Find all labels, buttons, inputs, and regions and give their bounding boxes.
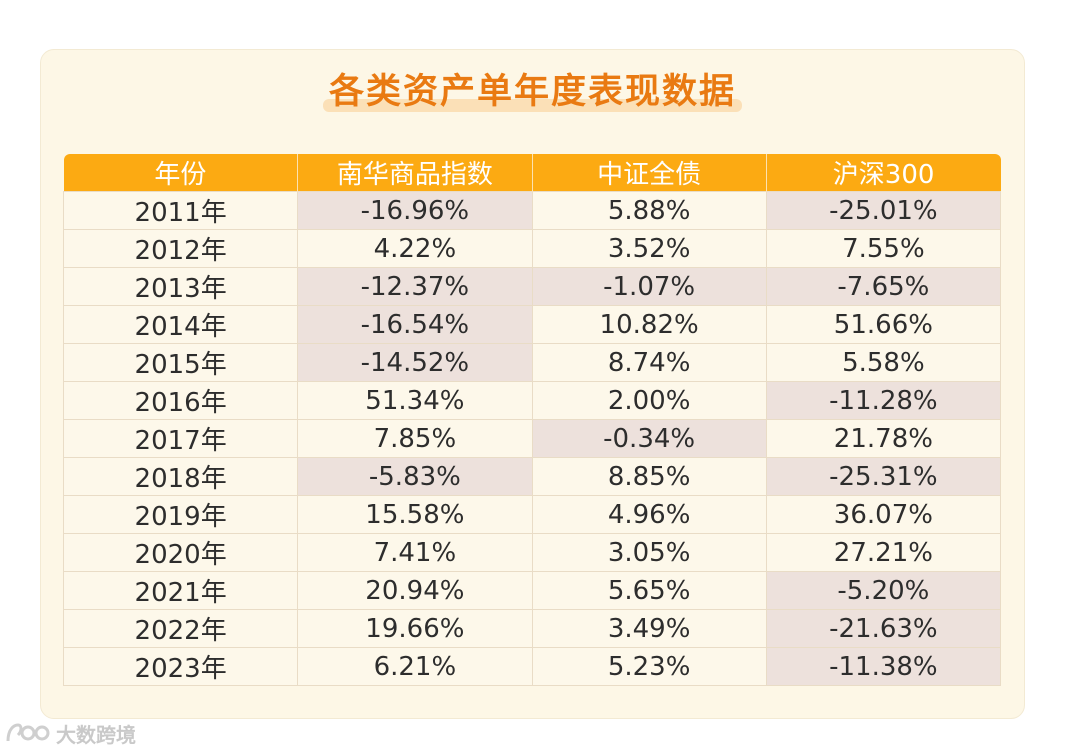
return-cell: 7.41% (297, 533, 533, 572)
table-header-row: 年份 南华商品指数 中证全债 沪深300 (63, 154, 1001, 192)
page-title-text: 各类资产单年度表现数据 (328, 72, 736, 112)
return-cell: 5.58% (765, 343, 1002, 382)
year-cell: 2019年 (62, 495, 299, 534)
year-cell: 2022年 (62, 609, 299, 648)
return-cell: 19.66% (297, 609, 533, 648)
return-cell: 5.23% (531, 647, 767, 686)
year-cell: 2020年 (62, 533, 299, 572)
title-wrap: 各类资产单年度表现数据 (41, 70, 1024, 114)
table-row: 2012年 4.22% 3.52% 7.55% (62, 229, 1002, 268)
return-cell: 20.94% (297, 571, 533, 610)
return-cell: 7.55% (765, 229, 1002, 268)
watermark-logo-icon (6, 723, 50, 742)
watermark-text: 大数跨境 (56, 722, 136, 747)
year-cell: 2012年 (62, 229, 299, 268)
return-cell: 5.65% (531, 571, 767, 610)
return-cell: 8.74% (531, 343, 767, 382)
return-cell: -11.28% (765, 381, 1002, 420)
year-cell: 2016年 (62, 381, 299, 420)
return-cell: -5.20% (765, 571, 1002, 610)
return-cell: -16.96% (297, 191, 533, 230)
table-row: 2018年 -5.83% 8.85% -25.31% (62, 457, 1002, 496)
header-nanhua-commodity: 南华商品指数 (297, 154, 532, 192)
page-title: 各类资产单年度表现数据 (322, 70, 742, 114)
table-row: 2021年 20.94% 5.65% -5.20% (62, 571, 1002, 610)
return-cell: 7.85% (297, 419, 533, 458)
return-cell: 4.22% (297, 229, 533, 268)
return-cell: -12.37% (297, 267, 533, 306)
return-cell: 3.52% (531, 229, 767, 268)
header-csi-bond: 中证全债 (531, 154, 767, 192)
return-cell: -25.01% (765, 191, 1002, 230)
return-cell: -5.83% (297, 457, 533, 496)
return-cell: -11.38% (765, 647, 1002, 686)
table-row: 2022年 19.66% 3.49% -21.63% (62, 609, 1002, 648)
return-cell: 51.66% (765, 305, 1002, 344)
return-cell: 10.82% (531, 305, 767, 344)
return-cell: -25.31% (765, 457, 1002, 496)
table-row: 2017年 7.85% -0.34% 21.78% (62, 419, 1002, 458)
data-card: 各类资产单年度表现数据 年份 南华商品指数 中证全债 沪深300 2011年 -1… (40, 49, 1025, 719)
table-row: 2016年 51.34% 2.00% -11.28% (62, 381, 1002, 420)
title-highlight (322, 99, 742, 112)
table-row: 2015年 -14.52% 8.74% 5.58% (62, 343, 1002, 382)
header-csi300: 沪深300 (765, 154, 1001, 192)
return-cell: 36.07% (765, 495, 1002, 534)
return-cell: 21.78% (765, 419, 1002, 458)
table-row: 2023年 6.21% 5.23% -11.38% (62, 647, 1002, 686)
table-row: 2019年 15.58% 4.96% 36.07% (62, 495, 1002, 534)
return-cell: -1.07% (531, 267, 767, 306)
returns-table: 年份 南华商品指数 中证全债 沪深300 2011年 -16.96% 5.88% -2… (62, 154, 1002, 686)
year-cell: 2021年 (62, 571, 299, 610)
return-cell: 6.21% (297, 647, 533, 686)
year-cell: 2011年 (62, 191, 299, 230)
return-cell: 5.88% (531, 191, 767, 230)
return-cell: -7.65% (765, 267, 1002, 306)
return-cell: 51.34% (297, 381, 533, 420)
return-cell: 8.85% (531, 457, 767, 496)
return-cell: -14.52% (297, 343, 533, 382)
year-cell: 2015年 (62, 343, 299, 382)
year-cell: 2018年 (62, 457, 299, 496)
table-row: 2020年 7.41% 3.05% 27.21% (62, 533, 1002, 572)
return-cell: 3.05% (531, 533, 767, 572)
return-cell: 15.58% (297, 495, 533, 534)
year-cell: 2014年 (62, 305, 299, 344)
table-row: 2014年 -16.54% 10.82% 51.66% (62, 305, 1002, 344)
return-cell: 4.96% (531, 495, 767, 534)
return-cell: -0.34% (531, 419, 767, 458)
year-cell: 2023年 (62, 647, 299, 686)
header-year: 年份 (63, 154, 298, 192)
year-cell: 2013年 (62, 267, 299, 306)
return-cell: -21.63% (765, 609, 1002, 648)
return-cell: 27.21% (765, 533, 1002, 572)
return-cell: 2.00% (531, 381, 767, 420)
year-cell: 2017年 (62, 419, 299, 458)
table-body: 2011年 -16.96% 5.88% -25.01% 2012年 4.22% 3.52% 7… (62, 191, 1002, 686)
watermark: 大数跨境 (4, 720, 136, 747)
return-cell: -16.54% (297, 305, 533, 344)
return-cell: 3.49% (531, 609, 767, 648)
table-row: 2011年 -16.96% 5.88% -25.01% (62, 191, 1002, 230)
table-row: 2013年 -12.37% -1.07% -7.65% (62, 267, 1002, 306)
